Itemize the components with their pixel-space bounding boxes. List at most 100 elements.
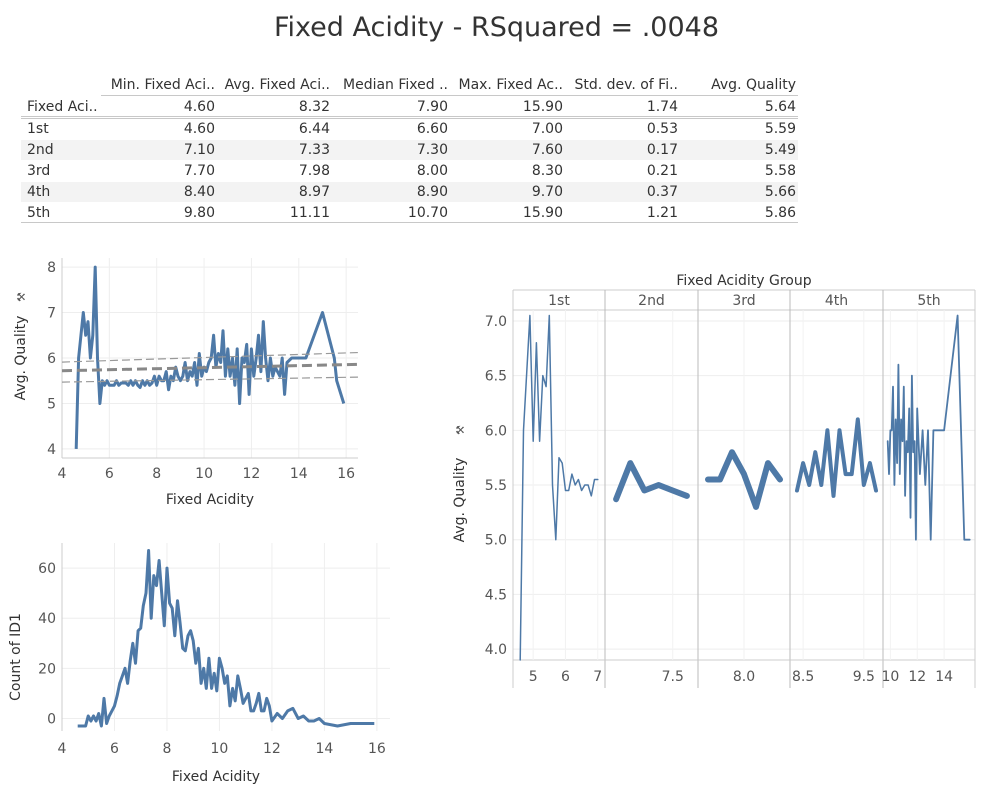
- table-cell: 5.86: [764, 205, 796, 221]
- y-axis-title: Avg. Quality: [13, 316, 29, 401]
- table-column-header: Std. dev. of Fi..: [574, 77, 678, 93]
- table-cell: 0.53: [646, 121, 678, 137]
- table-cell: 8.90: [416, 184, 448, 200]
- table-cell: 10.70: [407, 205, 448, 221]
- table-cell: 5.58: [764, 163, 796, 179]
- table-total-rule-2: [21, 118, 798, 119]
- y-tick-label: 5.5: [485, 478, 507, 494]
- table-cell: 7.70: [183, 163, 215, 179]
- y-tick-label: 6: [47, 351, 56, 367]
- x-tick-label: 16: [368, 741, 386, 757]
- x-tick-label: 14: [935, 669, 953, 685]
- x-tick-label: 14: [290, 466, 308, 482]
- x-tick-label: 8.5: [792, 669, 814, 685]
- table-cell: 11.11: [289, 205, 330, 221]
- table-row-label: 2nd: [27, 142, 54, 158]
- table-cell: 1.21: [646, 205, 678, 221]
- panel-header-label: 2nd: [638, 293, 665, 309]
- table-cell: 7.10: [183, 142, 215, 158]
- x-tick-label: 9.5: [853, 669, 875, 685]
- table-cell: 9.70: [531, 184, 563, 200]
- x-tick-label: 6: [561, 669, 570, 685]
- table-row-label: 3rd: [27, 163, 51, 179]
- table-cell: 5.59: [764, 121, 796, 137]
- y-tick-label: 5: [47, 396, 56, 412]
- y-tick-label: 60: [38, 561, 56, 577]
- table-total-cell: 7.90: [416, 99, 448, 115]
- group-chart-title: Fixed Acidity Group: [676, 273, 811, 289]
- table-cell: 7.33: [298, 142, 330, 158]
- table-column-header: Avg. Quality: [711, 77, 796, 93]
- x-tick-label: 6: [105, 466, 114, 482]
- table-row-label: 5th: [27, 205, 51, 221]
- x-tick-label: 7: [593, 669, 602, 685]
- panel-header-label: 3rd: [732, 293, 755, 309]
- panel-header-label: 4th: [825, 293, 848, 309]
- table-column-header: Avg. Fixed Aci..: [224, 77, 330, 93]
- count-line-chart: 4 6 8 10 12 14 16 0 20 40 60 Fixed Acidity Count of …: [8, 543, 390, 785]
- y-tick-label: 4.0: [485, 642, 507, 658]
- panel-series-line: [705, 449, 783, 510]
- panel-header-label: 1st: [548, 293, 570, 309]
- x-tick-label: 10: [195, 466, 213, 482]
- x-tick-label: 12: [908, 669, 926, 685]
- x-tick-label: 14: [315, 741, 333, 757]
- panel-header-label: 5th: [917, 293, 940, 309]
- x-tick-label: 4: [58, 466, 67, 482]
- y-tick-label: 40: [38, 611, 56, 627]
- table-cell: 8.97: [298, 184, 330, 200]
- table-row-label: 4th: [27, 184, 51, 200]
- x-tick-label: 5: [529, 669, 538, 685]
- table-cell: 8.30: [531, 163, 563, 179]
- table-cell: 7.98: [298, 163, 330, 179]
- table-row-band: [21, 182, 798, 202]
- y-tick-label: 7.0: [485, 314, 507, 330]
- table-total-cell: 5.64: [764, 99, 796, 115]
- table-bottom-rule: [21, 222, 798, 223]
- table-row-label: 1st: [27, 121, 49, 137]
- table-cell: 5.49: [764, 142, 796, 158]
- table-cell: 4.60: [183, 121, 215, 137]
- x-tick-label: 8.0: [733, 669, 755, 685]
- y-tick-label: 4.5: [485, 587, 507, 603]
- panel-series-line: [519, 314, 599, 661]
- x-tick-label: 12: [263, 741, 281, 757]
- table-total-rule: [21, 116, 798, 117]
- y-tick-label: 0: [47, 711, 56, 727]
- confidence-band-lower: [61, 376, 359, 383]
- quality-series-line: [74, 265, 346, 449]
- table-total-cell: 1.74: [646, 99, 678, 115]
- y-tick-label: 7: [47, 306, 56, 322]
- x-tick-label: 8: [152, 466, 161, 482]
- table-cell: 7.60: [531, 142, 563, 158]
- y-tick-label: 5.0: [485, 533, 507, 549]
- y-tick-label: 20: [38, 661, 56, 677]
- y-tick-label: 6.0: [485, 423, 507, 439]
- y-tick-label: 4: [47, 442, 56, 458]
- table-cell: 6.60: [416, 121, 448, 137]
- table-total-cell: 4.60: [183, 99, 215, 115]
- pin-icon: ⚒: [15, 292, 28, 302]
- table-column-header: Min. Fixed Aci..: [110, 77, 215, 93]
- count-series-line: [77, 549, 375, 728]
- panel-series-line: [886, 314, 971, 541]
- table-total-label: Fixed Aci..: [27, 99, 98, 115]
- y-tick-label: 6.5: [485, 369, 507, 385]
- x-tick-label: 8: [162, 741, 171, 757]
- x-axis-title: Fixed Acidity: [166, 492, 254, 508]
- trend-line: [61, 362, 359, 373]
- pin-icon: ⚒: [454, 425, 467, 435]
- x-tick-label: 10: [881, 669, 899, 685]
- group-panel-chart: Fixed Acidity Group 4.0 4.5 5.0 5.5 6.0 6.5 7.0…: [452, 273, 976, 688]
- table-cell: 8.40: [183, 184, 215, 200]
- table-row-band: [21, 140, 798, 160]
- table-cell: 7.30: [416, 142, 448, 158]
- y-tick-label: 8: [47, 260, 56, 276]
- table-column-header: Median Fixed ..: [343, 77, 448, 93]
- x-tick-label: 12: [243, 466, 261, 482]
- table-header-rule: [101, 95, 798, 96]
- panel-series-line: [795, 417, 878, 498]
- x-tick-label: 7.5: [662, 669, 684, 685]
- y-axis-title: Avg. Quality: [452, 458, 468, 543]
- table-total-cell: 15.90: [522, 99, 563, 115]
